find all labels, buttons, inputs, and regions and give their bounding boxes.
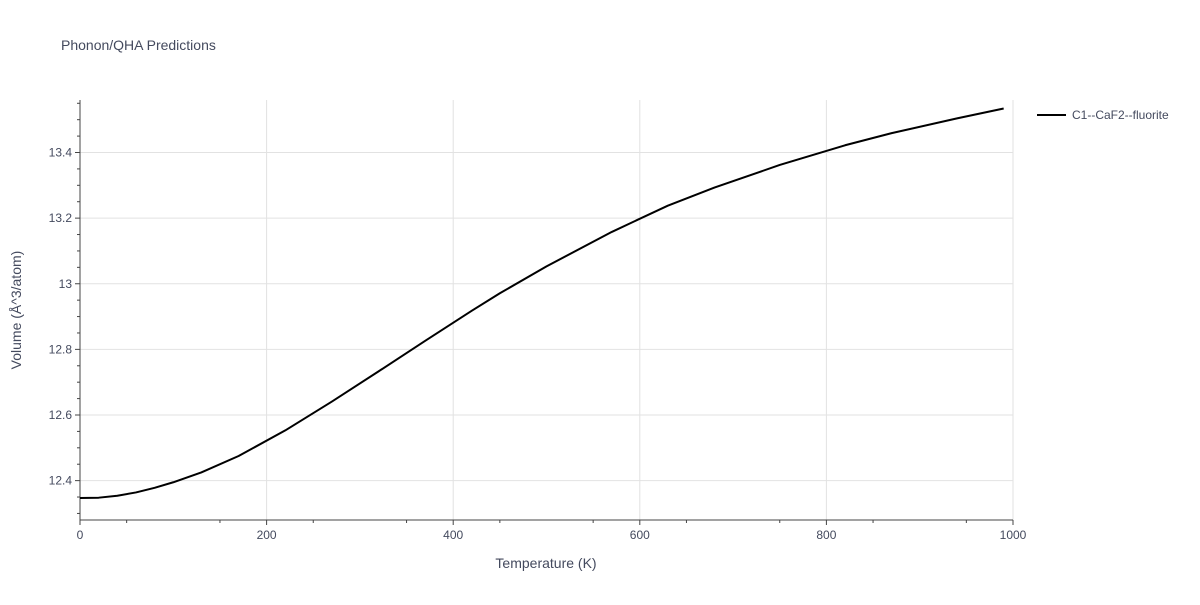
x-tick-label: 400 [443,528,463,542]
x-tick-label: 1000 [1000,528,1027,542]
x-tick-label: 600 [630,528,650,542]
y-axis-label: Volume (Å^3/atom) [8,251,24,370]
x-tick-label: 200 [257,528,277,542]
y-tick-label: 12.6 [49,408,73,422]
legend-label: C1--CaF2--fluorite [1072,108,1169,122]
y-tick-label: 13.4 [49,146,73,160]
x-tick-label: 0 [77,528,84,542]
x-tick-label: 800 [816,528,836,542]
y-tick-label: 13.2 [49,211,73,225]
series-layer [79,107,1004,500]
y-tick-label: 13 [59,277,73,291]
axis-layer: 0 200 400 600 800 1000 12.4 12.6 12.8 13 13.2 13.4 [49,100,1027,542]
x-axis-label: Temperature (K) [495,555,596,571]
chart-title: Phonon/QHA Predictions [61,37,216,53]
y-tick-label: 12.4 [49,474,73,488]
grid-layer [80,100,1014,520]
y-tick-label: 12.8 [49,342,73,356]
series-line [79,107,1004,500]
legend[interactable]: C1--CaF2--fluorite [1037,108,1169,122]
